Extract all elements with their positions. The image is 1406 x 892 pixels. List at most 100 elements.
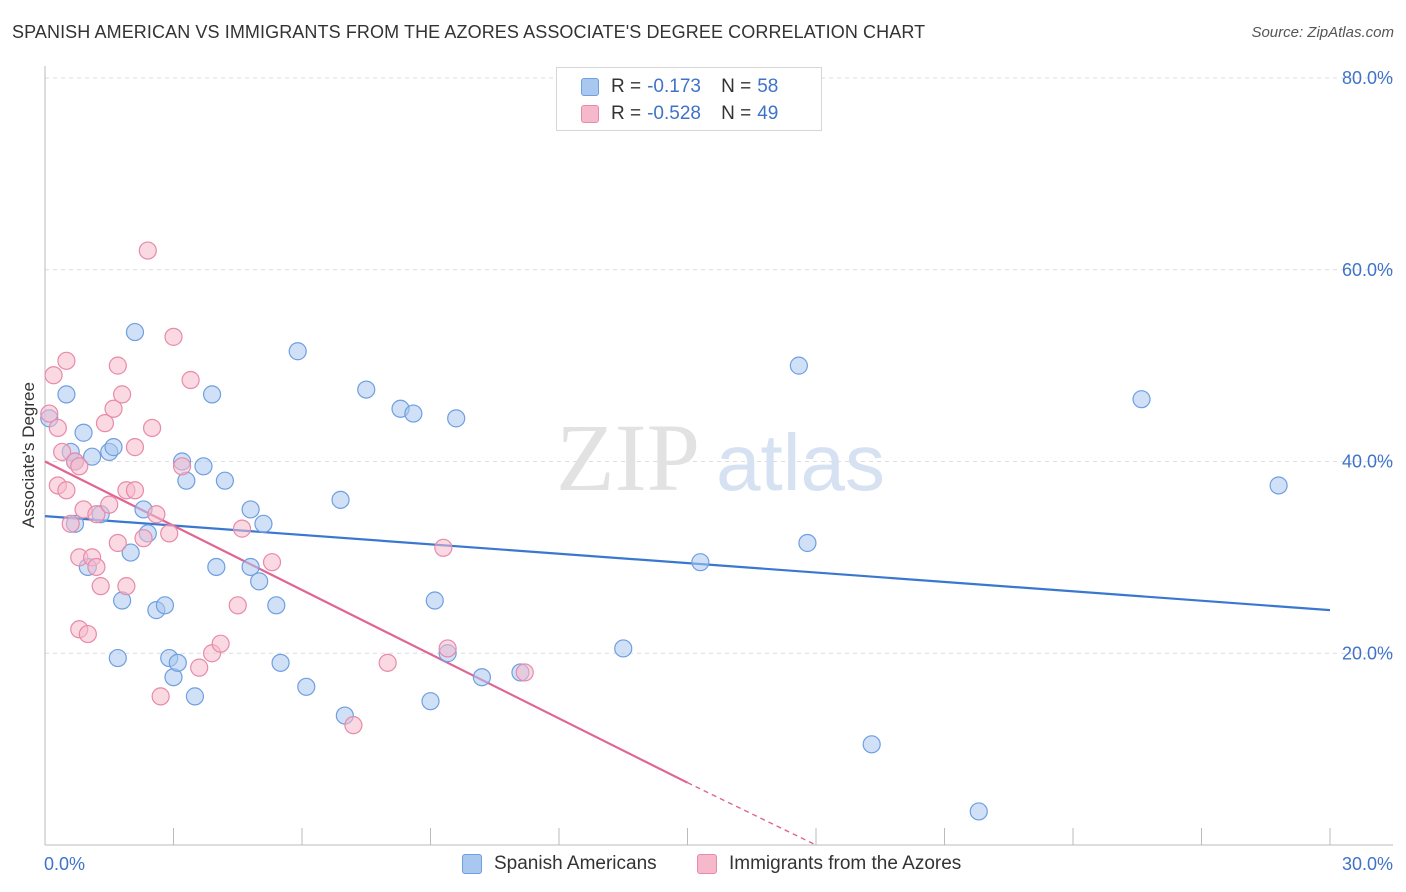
point-series1-1: [44, 366, 63, 385]
point-series0-37: [331, 490, 350, 509]
point-series1-18: [95, 414, 115, 433]
point-series1-34: [164, 327, 183, 346]
point-series0-43: [425, 591, 444, 610]
point-series0-21: [168, 653, 187, 672]
legend-row-azores: R = -0.528 N = 49: [581, 102, 778, 126]
point-series1-40: [228, 596, 247, 615]
axes: [44, 66, 1393, 846]
point-series0-32: [254, 514, 273, 533]
series-swatch-pink: [697, 854, 717, 874]
data-points: [40, 241, 1288, 821]
point-series0-1: [57, 385, 76, 404]
point-series0-31: [250, 572, 269, 591]
point-series1-23: [112, 385, 132, 404]
x-tick-label-0: 0.0%: [44, 854, 85, 874]
point-series1-16: [87, 505, 106, 524]
series-label: Immigrants from the Azores: [729, 853, 962, 874]
point-series1-21: [108, 356, 127, 375]
point-series1-44: [378, 653, 397, 672]
point-series0-52: [862, 735, 881, 754]
legend-r-label: R =: [611, 103, 642, 124]
point-series1-47: [515, 663, 534, 682]
point-series0-45: [447, 409, 466, 428]
y-axis-label: Associate's Degree: [19, 382, 38, 528]
grid-lines: [45, 77, 1393, 654]
source-label: Source: ZipAtlas.com: [1251, 24, 1394, 41]
point-series0-54: [1132, 390, 1151, 409]
legend-swatch-blue: [581, 78, 599, 96]
point-series1-32: [151, 687, 170, 706]
y-tick-label-1: 40.0%: [1342, 452, 1393, 472]
point-series1-4: [53, 442, 72, 462]
legend-n-value: 58: [757, 76, 779, 97]
legend-r-label: R =: [611, 76, 642, 97]
point-series1-25: [117, 577, 136, 596]
watermark: ZIP atlas: [556, 404, 885, 511]
point-series1-28: [134, 529, 153, 548]
point-series1-31: [147, 505, 166, 524]
trend-line-dashed-series1: [687, 782, 817, 846]
x-tick-labels: 0.0% 30.0%: [44, 854, 1393, 874]
point-series1-17: [91, 577, 110, 596]
point-series1-3: [48, 418, 67, 438]
series-legend-spanish-americans: Spanish Americans: [462, 852, 657, 876]
series-swatch-blue: [462, 854, 482, 874]
point-series1-29: [138, 241, 157, 260]
correlation-legend: R = -0.173 N = 58 R = -0.528 N = 49: [556, 67, 822, 131]
point-series0-11: [108, 648, 127, 668]
point-series0-36: [297, 677, 316, 696]
point-series1-43: [344, 716, 363, 735]
point-series1-15: [87, 557, 106, 577]
point-series0-29: [241, 500, 260, 519]
point-series0-10: [104, 438, 123, 457]
point-series0-35: [288, 342, 307, 361]
point-series0-50: [789, 356, 808, 375]
point-series0-34: [271, 653, 290, 672]
point-series1-0: [40, 404, 59, 423]
series-label: Spanish Americans: [494, 853, 657, 874]
point-series1-35: [172, 457, 192, 476]
legend-r-value: -0.173: [647, 76, 701, 97]
point-series0-51: [798, 533, 817, 553]
point-series1-37: [190, 658, 209, 677]
point-series1-22: [108, 533, 127, 553]
point-series0-42: [421, 692, 440, 711]
y-tick-label-2: 60.0%: [1342, 260, 1393, 280]
point-series0-14: [125, 322, 145, 342]
point-series0-49: [691, 553, 710, 572]
watermark-atlas: atlas: [716, 418, 885, 507]
point-series1-45: [434, 538, 453, 557]
legend-swatch-pink: [581, 105, 599, 123]
point-series0-18: [155, 596, 175, 615]
point-series0-27: [207, 557, 226, 577]
point-series0-28: [215, 471, 234, 490]
point-series1-27: [125, 481, 145, 500]
legend-n-label: N =: [721, 103, 752, 124]
point-series0-26: [202, 385, 222, 404]
watermark-zip: ZIP: [556, 404, 700, 511]
point-series0-41: [404, 404, 423, 423]
point-series1-33: [160, 524, 179, 543]
point-series1-42: [262, 553, 282, 572]
point-series1-13: [78, 624, 97, 644]
point-series1-39: [211, 634, 230, 653]
point-series1-41: [232, 519, 252, 538]
point-series1-19: [100, 495, 119, 514]
point-series0-55: [1269, 476, 1288, 495]
point-series0-5: [74, 423, 93, 442]
series-legend-azores: Immigrants from the Azores: [697, 852, 961, 876]
chart-title: SPANISH AMERICAN VS IMMIGRANTS FROM THE …: [12, 22, 926, 42]
point-series0-24: [185, 687, 205, 706]
point-series0-53: [969, 802, 988, 821]
legend-n-label: N =: [721, 76, 752, 97]
point-series1-11: [70, 457, 89, 476]
point-series0-30: [241, 557, 260, 577]
point-series0-7: [83, 447, 102, 466]
legend-n-value: 49: [757, 103, 779, 124]
point-series1-7: [61, 514, 80, 533]
y-tick-label-0: 20.0%: [1342, 643, 1393, 663]
point-series0-46: [472, 668, 491, 687]
point-series1-20: [104, 399, 123, 418]
point-series1-5: [57, 351, 76, 370]
